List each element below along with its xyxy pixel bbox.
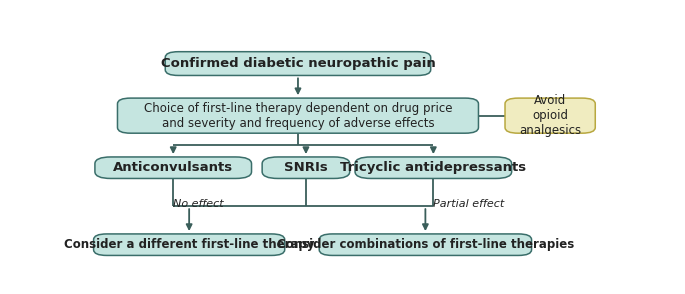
Text: Choice of first-line therapy dependent on drug price
and severity and frequency : Choice of first-line therapy dependent o… — [144, 102, 452, 130]
Text: Consider a different first-line therapy: Consider a different first-line therapy — [64, 238, 314, 251]
FancyBboxPatch shape — [165, 52, 431, 76]
FancyBboxPatch shape — [94, 234, 285, 255]
FancyBboxPatch shape — [355, 157, 512, 178]
Text: Tricyclic antidepressants: Tricyclic antidepressants — [340, 161, 526, 174]
Text: Consider combinations of first-line therapies: Consider combinations of first-line ther… — [277, 238, 574, 251]
FancyBboxPatch shape — [505, 98, 595, 133]
FancyBboxPatch shape — [262, 157, 350, 178]
Text: No effect: No effect — [173, 199, 224, 209]
FancyBboxPatch shape — [319, 234, 532, 255]
Text: SNRIs: SNRIs — [284, 161, 328, 174]
Text: Confirmed diabetic neuropathic pain: Confirmed diabetic neuropathic pain — [160, 57, 436, 70]
Text: Avoid
opioid
analgesics: Avoid opioid analgesics — [519, 94, 581, 137]
Text: Anticonvulsants: Anticonvulsants — [113, 161, 234, 174]
Text: Partial effect: Partial effect — [434, 199, 505, 209]
FancyBboxPatch shape — [95, 157, 251, 178]
FancyBboxPatch shape — [118, 98, 478, 133]
